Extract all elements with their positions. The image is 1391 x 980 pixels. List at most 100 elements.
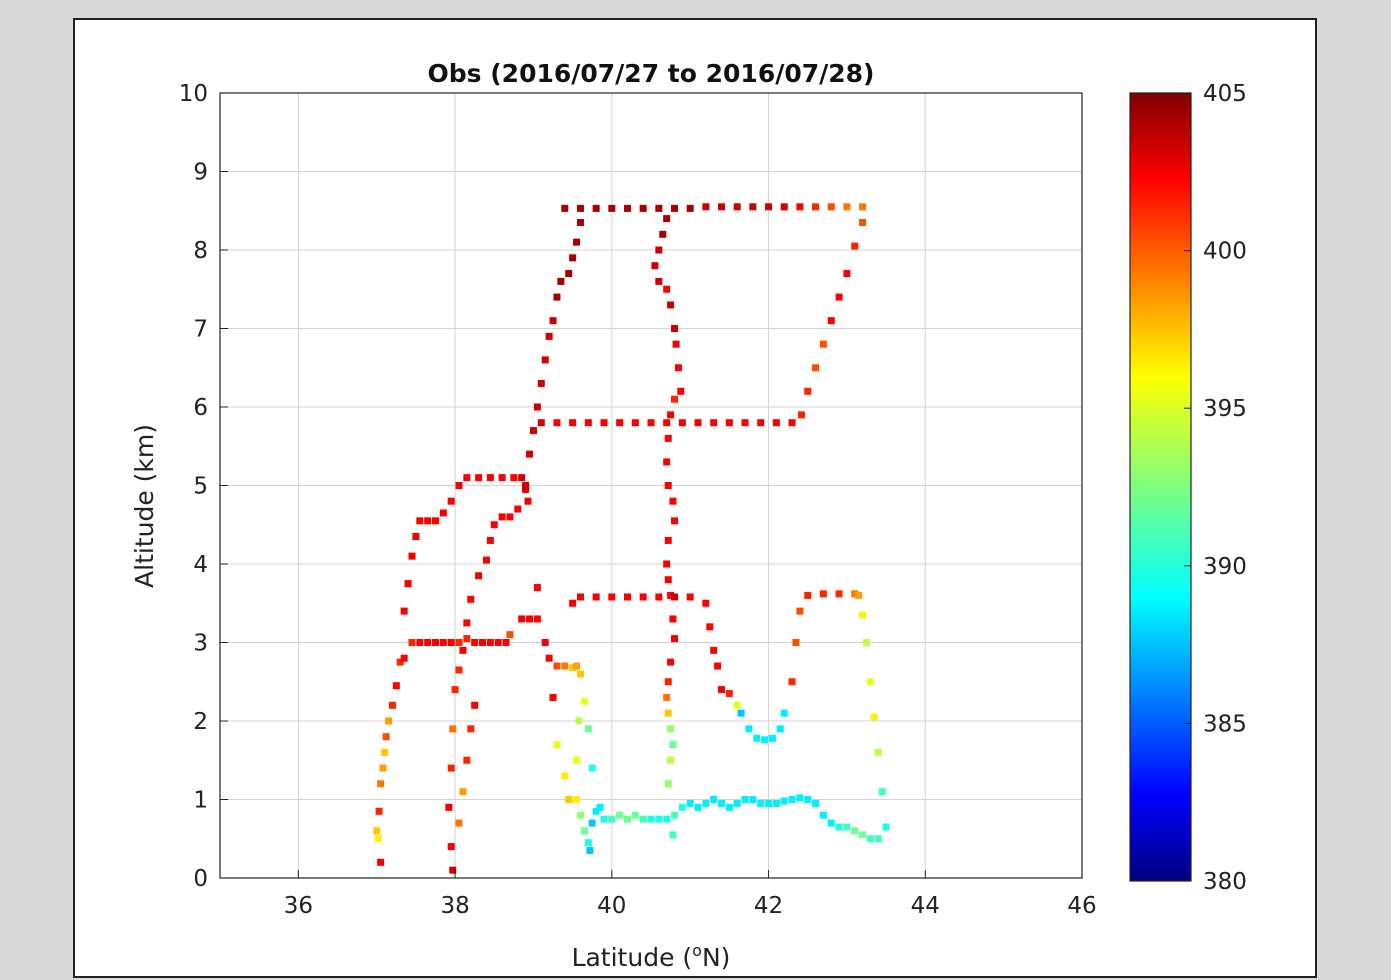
data-point — [616, 419, 624, 427]
data-point — [588, 819, 596, 827]
y-axis-ticks: 0 1 2 3 4 5 6 7 8 9 10 — [179, 81, 228, 892]
data-point — [835, 590, 843, 598]
data-point — [827, 819, 835, 827]
data-point — [874, 748, 882, 756]
data-point — [851, 827, 859, 835]
data-point — [772, 799, 780, 807]
data-point — [463, 619, 471, 627]
data-point — [379, 764, 387, 772]
data-point — [788, 419, 796, 427]
data-point — [471, 639, 479, 646]
data-point — [400, 654, 408, 662]
data-point — [616, 811, 624, 819]
data-point — [553, 293, 561, 301]
x-axis-label-start: Latitude ( — [572, 943, 693, 972]
x-tick-label: 36 — [284, 893, 313, 919]
data-point — [664, 709, 672, 717]
data-point — [541, 639, 549, 646]
data-point — [669, 831, 677, 839]
data-point — [663, 693, 671, 701]
data-point — [804, 591, 812, 599]
x-axis-ticks: 36 38 40 42 44 46 — [284, 870, 1097, 919]
chart-title: Obs (2016/07/27 to 2016/07/28) — [428, 59, 875, 88]
data-point — [655, 246, 663, 254]
data-point — [529, 427, 537, 435]
data-point — [526, 450, 534, 458]
data-point — [718, 686, 726, 694]
data-point — [580, 697, 588, 705]
colorbar-tick-label: 390 — [1203, 554, 1247, 580]
y-tick-label: 10 — [179, 81, 208, 107]
data-point — [584, 419, 592, 427]
data-point — [882, 823, 890, 831]
data-point — [553, 419, 561, 427]
data-point — [768, 734, 776, 742]
data-point — [408, 639, 416, 646]
x-axis-label-sup: o — [692, 941, 702, 960]
data-point — [575, 717, 583, 725]
data-point — [455, 666, 463, 674]
data-point — [494, 639, 502, 646]
data-point — [812, 364, 820, 372]
data-point — [475, 474, 483, 482]
data-point — [655, 593, 663, 601]
x-tick-label: 42 — [754, 893, 783, 919]
data-point — [863, 639, 870, 646]
data-point — [843, 203, 851, 211]
data-point — [549, 317, 557, 325]
y-tick-label: 1 — [193, 788, 208, 814]
data-point — [506, 631, 514, 639]
x-axis-label-end: N) — [702, 943, 730, 972]
data-point — [765, 799, 773, 807]
data-point — [381, 748, 389, 756]
data-point — [561, 204, 569, 212]
data-point — [859, 219, 867, 227]
data-point — [463, 635, 471, 643]
data-point — [671, 811, 679, 819]
data-point — [761, 736, 769, 744]
data-point — [432, 517, 439, 525]
colorbar-tick-label: 385 — [1203, 711, 1247, 737]
data-point — [651, 262, 659, 270]
x-axis-label: Latitude (oN) — [572, 941, 731, 972]
data-point — [518, 474, 526, 482]
data-point — [592, 593, 600, 601]
data-point — [788, 678, 796, 686]
data-point — [588, 764, 596, 772]
colorbar-tick-label: 395 — [1203, 396, 1247, 422]
data-point — [859, 611, 867, 619]
data-point — [498, 513, 506, 521]
data-point — [677, 387, 685, 395]
data-point — [669, 497, 677, 505]
data-point — [718, 799, 726, 807]
data-point — [686, 799, 694, 807]
colorbar-tick-label: 405 — [1203, 81, 1247, 107]
data-point — [518, 615, 526, 623]
data-point — [686, 204, 694, 212]
data-point — [710, 646, 718, 654]
data-point — [576, 670, 584, 678]
data-point — [669, 741, 677, 749]
y-tick-label: 3 — [193, 631, 208, 657]
data-point — [859, 203, 867, 211]
data-point — [392, 682, 400, 690]
data-point — [796, 607, 804, 615]
data-point — [569, 254, 577, 262]
data-point — [671, 204, 679, 212]
data-point — [545, 332, 553, 340]
data-point — [780, 203, 788, 211]
data-point — [486, 536, 494, 544]
data-point — [486, 639, 494, 646]
data-point — [647, 815, 655, 823]
data-point — [553, 741, 561, 749]
data-point — [851, 590, 859, 598]
data-point — [878, 788, 886, 796]
data-point — [664, 536, 672, 544]
data-point — [400, 607, 408, 615]
data-point — [694, 803, 702, 811]
data-point — [490, 521, 498, 529]
data-point — [459, 646, 467, 654]
data-point — [396, 658, 404, 666]
data-point — [678, 419, 686, 427]
data-point — [694, 419, 702, 427]
